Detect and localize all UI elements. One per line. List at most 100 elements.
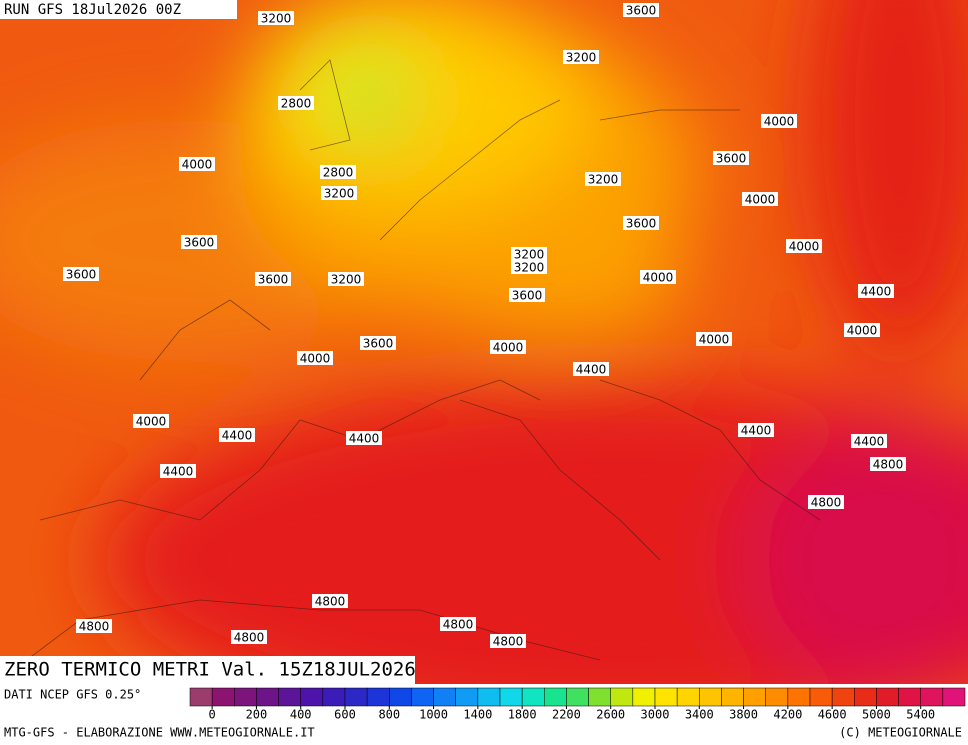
colorbar-swatch	[278, 687, 301, 707]
colorbar-tick-label: 400	[290, 708, 312, 722]
contour-label-box	[133, 414, 169, 428]
contour-label: 4400	[854, 435, 885, 449]
colorbar-tick-label: 3800	[729, 708, 758, 722]
colorbar-swatch	[411, 687, 434, 707]
contour-label-box	[844, 323, 880, 337]
footer-right: (C) METEOGIORNALE	[839, 726, 962, 740]
contour-label: 3200	[566, 51, 597, 65]
contour-label-box	[509, 288, 545, 302]
colorbar-swatch	[477, 687, 501, 707]
contour-label-box	[870, 457, 906, 471]
contour-label: 4400	[222, 429, 253, 443]
colorbar-swatch	[389, 687, 412, 707]
contour-label: 4400	[349, 432, 380, 446]
contour-label-box	[76, 619, 112, 633]
colorbar-swatch	[676, 687, 700, 707]
contour-label: 3600	[716, 152, 747, 166]
contour-label: 4800	[811, 496, 842, 510]
colorbar-tick-label: 600	[334, 708, 356, 722]
contour-label: 3600	[626, 217, 657, 231]
contour-label: 4000	[764, 115, 795, 129]
colorbar-swatch	[787, 687, 811, 707]
run-label: RUN GFS 18Jul2026 00Z	[4, 2, 181, 18]
contour-label-box	[278, 96, 314, 110]
colorbar-swatch	[366, 687, 390, 707]
colorbar-swatch	[632, 687, 656, 707]
contour-label-box	[623, 216, 659, 230]
contour-label: 3200	[588, 173, 619, 187]
contour-label: 2800	[323, 166, 354, 180]
colorbar-tick-label: 1800	[508, 708, 537, 722]
colorbar-tick-label: 200	[246, 708, 268, 722]
contour-label: 4400	[576, 363, 607, 377]
contour-label: 3600	[512, 289, 543, 303]
contour-label-box	[742, 192, 778, 206]
contour-label: 3200	[324, 187, 355, 201]
contour-label: 4000	[847, 324, 878, 338]
contour-label-box	[258, 11, 294, 25]
contour-label: 3200	[331, 273, 362, 287]
contour-label: 4400	[741, 424, 772, 438]
contour-label-box	[297, 351, 333, 365]
colorbar-swatch	[544, 687, 567, 707]
contour-label: 4800	[234, 631, 265, 645]
colorbar-tick-label: 1400	[463, 708, 492, 722]
colorbar-swatch	[588, 687, 611, 707]
contour-label: 3600	[258, 273, 289, 287]
contour-label-box	[181, 235, 217, 249]
contour-label: 4000	[745, 193, 776, 207]
contour-label-box	[160, 464, 196, 478]
contour-label: 2800	[281, 97, 312, 111]
colorbar-swatch	[831, 687, 855, 707]
contour-label-box	[511, 247, 547, 261]
contour-label-box	[490, 340, 526, 354]
contour-label-box	[179, 157, 215, 171]
contour-label-box	[640, 270, 676, 284]
colorbar-swatch	[433, 687, 456, 707]
contour-label: 3600	[626, 4, 657, 18]
contour-label: 4800	[873, 458, 904, 472]
contour-label: 4000	[699, 333, 730, 347]
contour-label-box	[786, 239, 822, 253]
contour-label: 4000	[789, 240, 820, 254]
colorbar-swatch	[898, 687, 921, 707]
contour-label: 4800	[79, 620, 110, 634]
contour-label-box	[696, 332, 732, 346]
contour-label: 4000	[136, 415, 167, 429]
contour-label-box	[346, 431, 382, 445]
run-box	[0, 0, 237, 19]
colorbar-swatch	[455, 687, 479, 707]
colorbar-swatch	[189, 687, 213, 707]
contour-label-box	[255, 272, 291, 286]
contour-label-box	[328, 272, 364, 286]
colorbar-swatch	[942, 687, 966, 707]
contour-label-box	[511, 260, 547, 274]
contour-label-box	[231, 630, 267, 644]
colorbar-tick-label: 4600	[818, 708, 847, 722]
contour-label: 4400	[861, 285, 892, 299]
colorbar-swatch	[743, 687, 766, 707]
colorbar-swatch	[765, 687, 789, 707]
colorbar-tick-label: 3400	[685, 708, 714, 722]
colorbar-tick-label: 5400	[906, 708, 935, 722]
contour-label-box	[320, 165, 356, 179]
contour-label: 4800	[493, 635, 524, 649]
colorbar-swatch	[809, 687, 833, 707]
contour-label: 3600	[184, 236, 215, 250]
contour-label-box	[713, 151, 749, 165]
contour-label: 4000	[300, 352, 331, 366]
colorbar: 0 200 400 600 800 1000 1400 1800 2200 2600 3000 340…	[189, 687, 966, 722]
colorbar-swatch	[521, 687, 545, 707]
contour-label-box	[63, 267, 99, 281]
colorbar-swatch	[654, 687, 678, 707]
colorbar-swatch	[344, 687, 368, 707]
colorbar-swatch	[610, 687, 634, 707]
contour-label: 3600	[66, 268, 97, 282]
contour-label-box	[851, 434, 887, 448]
source-label: DATI NCEP GFS 0.25°	[4, 688, 141, 702]
contour-label: 3200	[261, 12, 292, 26]
contour-label-box	[623, 3, 659, 17]
